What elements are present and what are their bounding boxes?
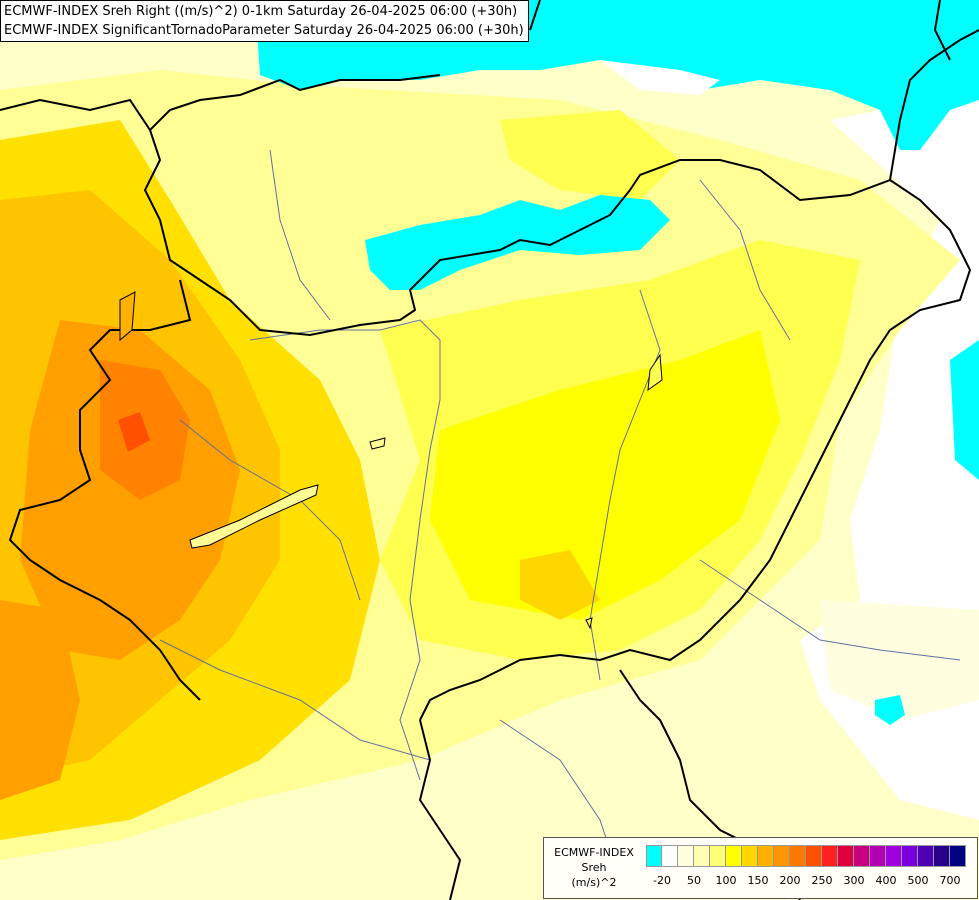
border-austria-slovakia xyxy=(143,129,891,337)
river-tisza xyxy=(589,289,661,681)
field-pale-east-band xyxy=(820,600,979,720)
river-northeast xyxy=(699,179,791,341)
lake-small-1 xyxy=(369,437,386,450)
legend-swatch xyxy=(710,845,726,867)
legend-tick-label: 400 xyxy=(875,874,897,887)
legend-tick-label: 50 xyxy=(687,874,701,887)
legend-swatch xyxy=(742,845,758,867)
field-red-core xyxy=(118,412,150,452)
lake-balaton xyxy=(189,484,319,549)
header-line-1: ECMWF-INDEX Sreh Right ((m/s)^2) 0-1km S… xyxy=(4,4,518,19)
rivers xyxy=(159,149,961,881)
legend-swatch xyxy=(822,845,838,867)
field-cyan-southeast xyxy=(875,695,905,725)
legend-swatch xyxy=(758,845,774,867)
legend-tick-label: 100 xyxy=(715,874,737,887)
legend-swatch xyxy=(934,845,950,867)
legend-swatch xyxy=(790,845,806,867)
legend-swatch xyxy=(854,845,870,867)
legend-swatch xyxy=(726,845,742,867)
border-northeast xyxy=(889,29,979,181)
legend-swatch xyxy=(950,845,966,867)
legend-swatch xyxy=(886,845,902,867)
field-white-north-edge xyxy=(600,60,720,95)
legend-tick-label: 150 xyxy=(747,874,769,887)
river-drava xyxy=(159,639,431,761)
legend-swatches xyxy=(646,845,966,867)
legend-tick-label: 500 xyxy=(907,874,929,887)
legend-swatch xyxy=(838,845,854,867)
legend-tick-label: -20 xyxy=(653,874,671,887)
legend-ticks: -20 50 100 150 200 250 300 400 500 700 xyxy=(646,874,976,890)
field-yellow-north xyxy=(500,110,680,200)
field-cyan-east xyxy=(950,340,979,480)
chart-header: ECMWF-INDEX Sreh Right ((m/s)^2) 0-1km S… xyxy=(0,0,529,42)
legend-swatch xyxy=(806,845,822,867)
border-top-right xyxy=(933,0,951,61)
legend-swatch xyxy=(870,845,886,867)
border-east xyxy=(419,179,972,721)
field-cyan-center xyxy=(365,195,670,290)
border-north xyxy=(0,74,441,132)
lake-small-3 xyxy=(647,353,663,392)
lake-neusiedl xyxy=(119,291,136,342)
border-top xyxy=(529,0,541,31)
legend-tick-label: 200 xyxy=(779,874,801,887)
river-east xyxy=(699,559,961,661)
legend-title: ECMWF-INDEX Sreh (m/s)^2 xyxy=(544,845,644,890)
color-legend: ECMWF-INDEX Sreh (m/s)^2 -20 50 100 150 200 2… xyxy=(543,837,978,899)
legend-tick-label: 250 xyxy=(811,874,833,887)
legend-swatch xyxy=(774,845,790,867)
legend-unit: (m/s)^2 xyxy=(571,876,617,889)
legend-swatch xyxy=(646,845,662,867)
legend-swatch xyxy=(694,845,710,867)
legend-swatch xyxy=(662,845,678,867)
field-bright-yellow xyxy=(430,330,780,620)
legend-tick-label: 700 xyxy=(939,874,961,887)
field-gold-spot xyxy=(520,550,600,620)
header-line-2: ECMWF-INDEX SignificantTornadoParameter … xyxy=(4,23,524,38)
legend-swatch xyxy=(918,845,934,867)
legend-swatch xyxy=(902,845,918,867)
legend-param: Sreh xyxy=(581,861,607,874)
river-north xyxy=(269,149,331,321)
border-west xyxy=(8,279,201,701)
legend-swatch xyxy=(678,845,694,867)
lake-small-2 xyxy=(585,617,593,630)
river-danube xyxy=(249,319,441,781)
border-south xyxy=(418,719,462,900)
legend-model: ECMWF-INDEX xyxy=(554,846,634,859)
field-orange-southwest xyxy=(0,600,80,800)
legend-tick-label: 300 xyxy=(843,874,865,887)
